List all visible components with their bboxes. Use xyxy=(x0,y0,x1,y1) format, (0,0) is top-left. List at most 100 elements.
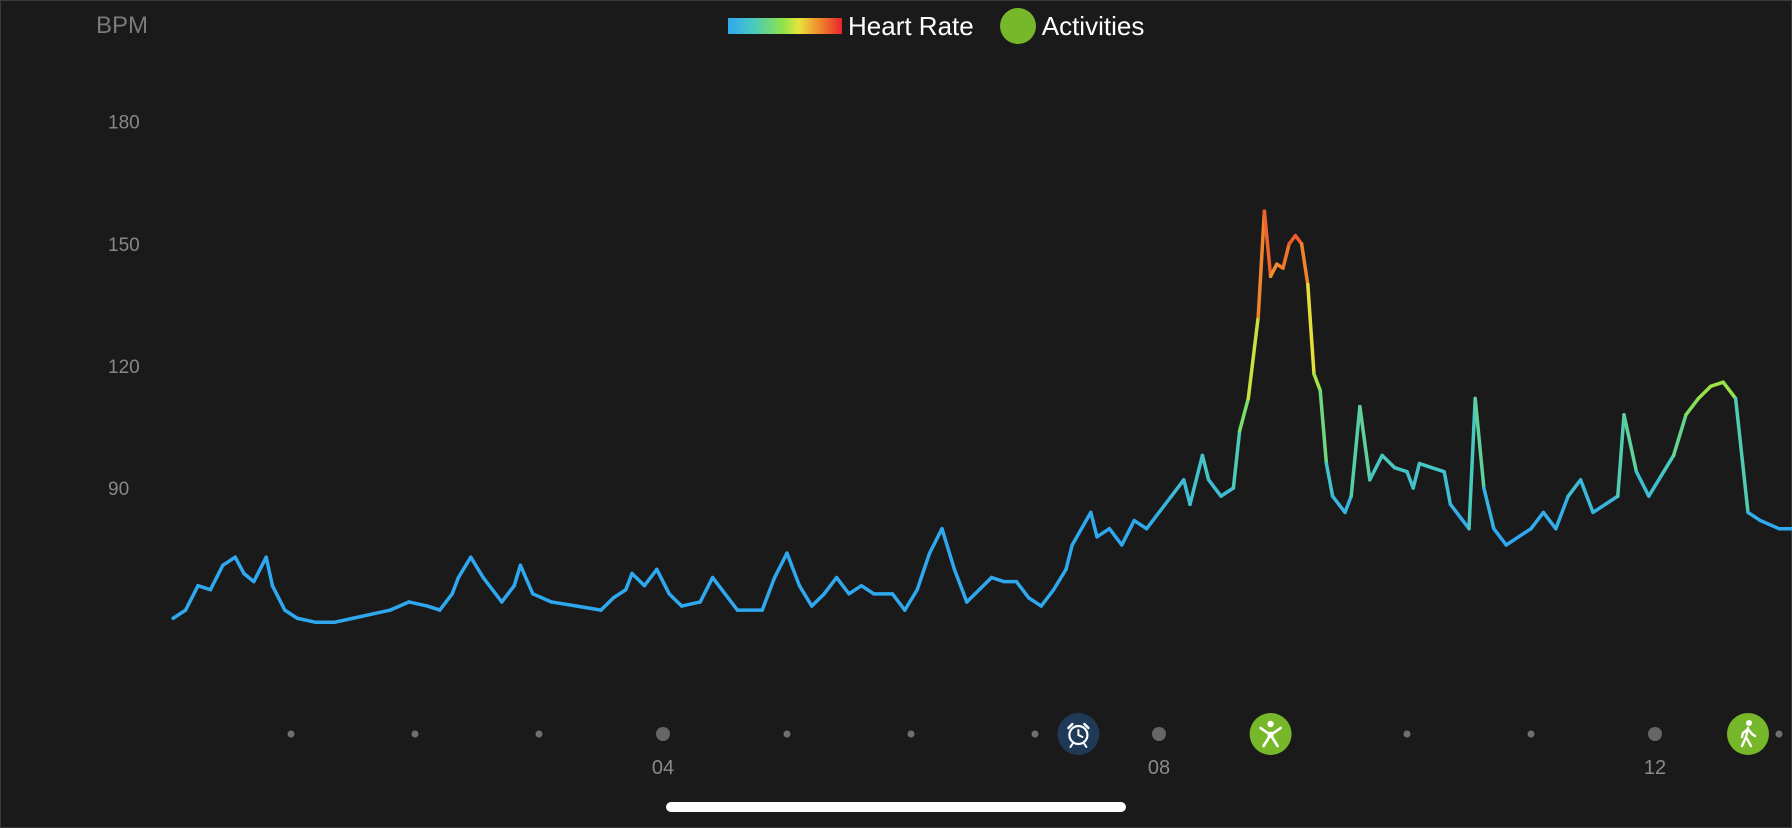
heart-rate-line-segment xyxy=(1107,526,1124,547)
heart-rate-line-segment xyxy=(1318,388,1329,466)
heart-rate-line-segment xyxy=(1733,396,1750,515)
heart-rate-line-segment xyxy=(785,551,802,588)
heart-rate-line-segment xyxy=(1349,404,1362,498)
heart-rate-line-segment xyxy=(810,592,826,608)
heart-rate-line-segment xyxy=(834,575,851,596)
heart-rate-line-segment xyxy=(456,555,473,580)
heart-rate-series xyxy=(171,209,1792,625)
heart-rate-line-segment xyxy=(903,588,919,612)
heart-rate-line-segment xyxy=(1206,478,1223,498)
heart-rate-line-segment xyxy=(1603,494,1620,507)
heart-rate-line-segment xyxy=(723,592,740,612)
heart-rate-line-segment xyxy=(1200,453,1211,482)
heart-rate-line-segment xyxy=(624,571,634,592)
heart-rate-line-segment xyxy=(1039,588,1056,608)
heart-rate-line-segment xyxy=(642,567,659,588)
heart-rate-line-segment xyxy=(1169,478,1186,498)
heart-rate-line-segment xyxy=(1268,262,1279,279)
timeline-dot xyxy=(287,730,295,738)
heart-rate-line-segment xyxy=(242,571,256,584)
activities-legend-swatch xyxy=(999,8,1036,44)
heart-rate-line-segment xyxy=(772,551,789,580)
heart-rate-legend-label: Heart Rate xyxy=(848,10,974,41)
y-tick-label: 120 xyxy=(108,357,140,378)
heart-rate-line-segment xyxy=(1089,510,1099,539)
heart-rate-line-segment xyxy=(283,608,299,620)
heart-rate-line-segment xyxy=(630,571,647,588)
heart-rate-line-segment xyxy=(698,575,715,604)
heart-rate-line-segment xyxy=(1417,461,1434,470)
heart-rate-line-segment xyxy=(252,555,268,584)
heart-rate-line-segment xyxy=(369,608,392,616)
heart-rate-line-segment xyxy=(512,563,523,588)
activities-legend-label: Activities xyxy=(1041,10,1145,41)
heart-rate-line-segment xyxy=(518,563,535,596)
heart-rate-line-segment xyxy=(1758,518,1781,531)
heart-rate-line-segment xyxy=(332,616,355,625)
heart-rate-line-segment xyxy=(1188,453,1205,507)
heart-rate-line-segment xyxy=(1529,510,1546,531)
heart-rate-line-segment xyxy=(1120,518,1136,547)
heart-rate-line-segment xyxy=(1554,494,1570,531)
heart-rate-line-segment xyxy=(425,604,442,612)
heart-rate-line-segment xyxy=(1256,209,1267,319)
heart-rate-line-segment xyxy=(221,555,237,568)
heart-rate-line-segment xyxy=(233,555,246,576)
heart-rate-line-segment xyxy=(1324,461,1335,498)
heart-rate-line-segment xyxy=(679,600,702,608)
heart-rate-line-segment xyxy=(1051,567,1068,592)
heart-rate-line-segment xyxy=(1343,494,1353,515)
home-indicator[interactable] xyxy=(666,802,1126,812)
heart-rate-line-segment xyxy=(171,608,188,620)
alarm-clock-icon[interactable] xyxy=(1057,713,1100,755)
heart-rate-line-segment xyxy=(1454,510,1471,531)
heart-rate-line-segment xyxy=(1647,474,1663,498)
heart-rate-line-segment xyxy=(977,575,994,592)
y-tick-label: 90 xyxy=(108,479,129,500)
heart-rate-line-segment xyxy=(270,583,287,612)
heart-rate-line-segment xyxy=(1516,526,1533,539)
heart-rate-line-segment xyxy=(1467,396,1477,531)
legend: Heart Rate Activities xyxy=(728,8,1144,44)
walking-person-icon[interactable] xyxy=(1727,713,1769,755)
heart-rate-line-segment xyxy=(667,592,684,608)
y-axis-unit-label: BPM xyxy=(96,12,149,39)
heart-rate-line-segment xyxy=(1442,469,1453,507)
heart-rate-line-segment xyxy=(1144,510,1161,531)
y-axis-ticks: 90 120 150 180 xyxy=(108,113,140,500)
timeline-dot xyxy=(1648,727,1662,741)
heart-rate-line-segment xyxy=(1219,486,1236,498)
heart-rate-line-segment xyxy=(760,575,777,612)
heart-rate-line-segment xyxy=(1591,502,1608,515)
heart-rate-line-segment xyxy=(1392,465,1409,474)
heart-rate-line-segment xyxy=(1411,461,1422,490)
heart-rate-line-segment xyxy=(1246,315,1260,401)
heart-rate-line-segment xyxy=(1634,469,1651,498)
x-tick-label: 12 xyxy=(1644,757,1666,779)
heart-rate-line-segment xyxy=(927,526,944,555)
heart-rate-line-segment xyxy=(208,563,225,592)
heart-rate-line-segment xyxy=(1622,412,1639,474)
heart-rate-line-segment xyxy=(1578,478,1595,515)
heart-rate-line-segment xyxy=(1504,535,1521,547)
heart-rate-line-segment xyxy=(388,600,411,612)
x-tick-label: 08 xyxy=(1148,757,1170,779)
heart-rate-line-segment xyxy=(1132,518,1149,531)
heart-rate-line-segment xyxy=(1696,384,1713,401)
heart-rate-line-segment xyxy=(1306,282,1316,376)
workout-person-icon[interactable] xyxy=(1249,713,1292,755)
heart-rate-line-segment xyxy=(500,583,516,604)
heart-rate-line-segment xyxy=(1027,596,1043,608)
heart-rate-line-segment xyxy=(1721,380,1738,401)
heart-rate-line-segment xyxy=(965,588,981,604)
heart-rate-line-segment xyxy=(295,616,318,625)
heart-rate-line-segment xyxy=(1182,478,1192,507)
heart-rate-line-segment xyxy=(450,575,461,596)
heart-rate-line-segment xyxy=(1014,579,1031,600)
heart-rate-line-segment xyxy=(655,567,671,596)
heart-rate-line-segment xyxy=(611,588,628,600)
heart-rate-line-segment xyxy=(710,575,727,596)
y-tick-label: 180 xyxy=(108,113,140,134)
heart-rate-line-segment xyxy=(1659,453,1676,478)
